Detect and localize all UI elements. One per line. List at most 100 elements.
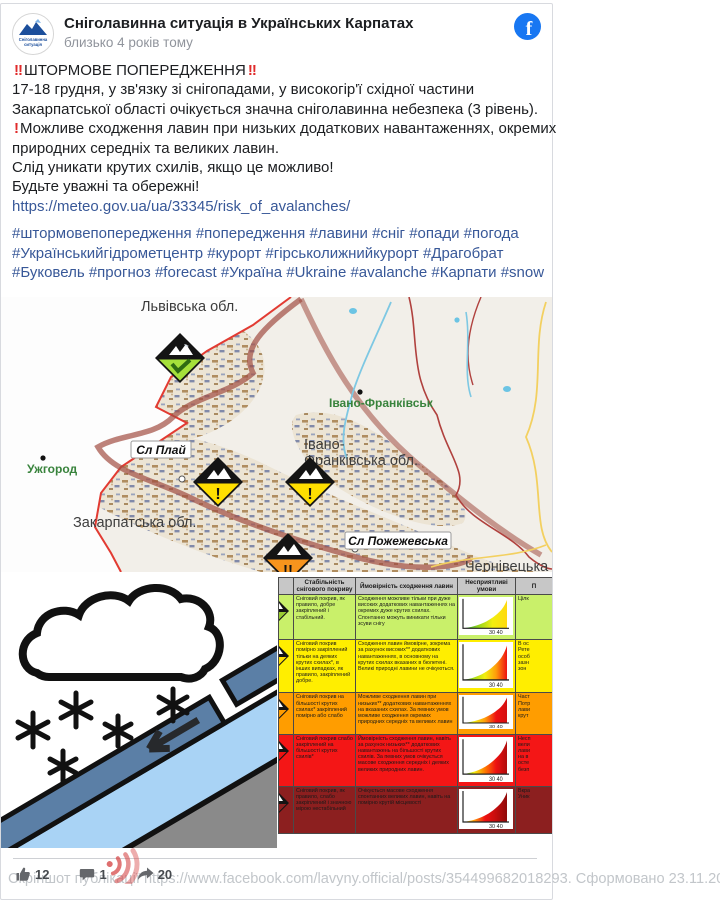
post-text: !! ШТОРМОВЕ ПОПЕРЕДЖЕННЯ!! 17-18 грудня, у… (12, 61, 556, 282)
map-lake-2 (454, 317, 460, 323)
map-label-ivano-frankivsk-city: Івано-Франківськ (329, 396, 434, 410)
share-count: 20 (157, 866, 173, 882)
hashtag-link[interactable]: #snow (500, 264, 545, 282)
comment-icon (80, 869, 95, 881)
hashtag-link[interactable]: #Українськийгідрометцентр (12, 244, 204, 262)
hashtag-link[interactable]: #штормовепопередження (12, 225, 192, 243)
map-label-lviv: Львівська обл. (141, 299, 238, 315)
slope-angle-chart: 30 40 (457, 639, 516, 694)
probability-cell: Очікується масове сходження спонтанних в… (355, 785, 458, 835)
avalanche-marker-moderate-icon: ! (193, 457, 243, 507)
post-text-line: !! ШТОРМОВЕ ПОПЕРЕДЖЕННЯ!! (12, 61, 547, 80)
share-stat[interactable]: 20 (137, 866, 172, 882)
avalanche-scale-table-image[interactable]: Стабільність снігового покриву Ймовірніс… (278, 577, 552, 848)
map-river (342, 301, 392, 460)
hashtag-link[interactable]: #Карпати (431, 264, 497, 282)
stability-cell: Сніговий покрив, як правило, добре закрі… (293, 593, 356, 641)
avatar[interactable]: Сніголавинна ситуація (12, 13, 54, 55)
avalanche-table-row: Сніговий покрив помірно закріплений тіль… (278, 639, 552, 694)
slope-angle-chart: 30 40 (457, 692, 516, 735)
slope-angle-chart: 30 40 (457, 785, 516, 835)
map-label-zakarpattia: Закарпатська обл. (73, 515, 196, 531)
hashtag-link[interactable]: #курорт (207, 244, 262, 262)
conditions-column-header: Несприятливі умови (457, 577, 516, 595)
snowfall-pictogram-image[interactable] (1, 577, 277, 848)
svg-text:ситуація: ситуація (24, 42, 42, 47)
danger-icon-column-header (278, 577, 294, 595)
comment-stat[interactable]: 1 (79, 866, 107, 882)
svg-text:30 40: 30 40 (489, 824, 503, 829)
hashtag-link[interactable]: #Буковель (12, 264, 85, 282)
hashtag-link[interactable]: #лавини (309, 225, 368, 243)
map-oblast-boundary-thick (94, 297, 473, 570)
stability-cell: Сніговий покрив на більшості крутих схил… (293, 692, 356, 735)
advice-cell-cut: Вкра Уник (515, 785, 552, 835)
probability-cell: Сходження можливе тільки при дуже високи… (355, 593, 458, 641)
advice-cell-cut: Част Потр лави крут (515, 692, 552, 735)
snowfall-slab-avalanche-icon (1, 577, 277, 848)
hashtag-link[interactable]: #Україна (220, 264, 283, 282)
like-count: 12 (35, 866, 50, 882)
like-stat[interactable]: 12 (15, 866, 49, 882)
slope-angle-chart: 30 40 (457, 733, 516, 787)
hashtag-link[interactable]: #опади (409, 225, 460, 243)
page-title[interactable]: Сніголавинна ситуація в Українських Карп… (64, 15, 414, 32)
avalanche-danger-table: Стабільність снігового покриву Ймовірніс… (278, 577, 552, 835)
table-header-row: Стабільність снігового покриву Ймовірніс… (278, 577, 552, 595)
cut-column-header: П (515, 577, 552, 595)
danger-level-icon (278, 733, 294, 787)
avalanche-marker-low-icon (155, 333, 205, 383)
post-text-line: Закарпатської області очікується значна … (12, 100, 547, 119)
comment-count: 1 (99, 866, 107, 882)
post-timestamp: близько 4 років тому (64, 35, 193, 50)
map-oblast-boundary-thick-2 (298, 297, 543, 558)
svg-text:!!: !! (283, 562, 293, 572)
facebook-logo-icon[interactable]: f (514, 13, 541, 40)
avalanche-marker-considerable-icon: !! (263, 533, 313, 572)
snow-cloud-icon (18, 583, 224, 683)
post-text-span: ШТОРМОВЕ ПОПЕРЕДЖЕННЯ (24, 62, 246, 79)
advice-cell-cut: В ос Рете особ зазн зон (515, 639, 552, 694)
reaction-bar: 12 1 20 (15, 866, 194, 882)
hashtag-link[interactable]: #forecast (154, 264, 217, 282)
hashtag-link[interactable]: #Ukraine (286, 264, 347, 282)
map-oblast-border-2 (467, 297, 482, 386)
danger-level-icon (278, 692, 294, 735)
hashtag-link[interactable]: #avalanche (350, 264, 428, 282)
post-text-line: природних середніх та великих лавин. (12, 139, 547, 158)
hashtag-link[interactable]: #гірськолижнийкурорт (265, 244, 419, 262)
post-link[interactable]: https://meteo.gov.ua/ua/33345/risk_of_av… (12, 197, 547, 216)
probability-cell: Ймовірність сходження лавин, навіть за р… (355, 733, 458, 787)
map-label-if-oblast-1: Івано- (304, 437, 345, 453)
map-station-dot-plai (178, 475, 186, 483)
post-text-span: Можливе сходження лавин при низьких дода… (20, 120, 557, 138)
post-text-line: Будьте уважні та обережні! (12, 177, 547, 196)
svg-text:Сл Пожежевська: Сл Пожежевська (348, 534, 448, 548)
map-river-2 (465, 311, 472, 398)
thumbs-up-icon (16, 867, 30, 881)
hashtag-line: #Буковель #прогноз #forecast #Україна #U… (12, 263, 547, 282)
hashtag-link[interactable]: #Драгобрат (422, 244, 504, 262)
danger-level-icon (278, 639, 294, 694)
svg-text:Сніголавинна: Сніголавинна (19, 37, 48, 42)
post-text-line: 17-18 грудня, у зв'язку зі снігопадами, … (12, 80, 547, 99)
post-text-span: 17-18 грудня, у зв'язку зі снігопадами, … (12, 81, 475, 99)
map-state-border (93, 297, 292, 572)
map-station-plai: Сл Плай (130, 440, 192, 459)
stability-cell: Сніговий покрив слабо закріплений на біл… (293, 733, 356, 787)
facebook-post-card: Сніголавинна ситуація Сніголавинна ситуа… (0, 3, 556, 900)
post-text-span: Закарпатської області очікується значна … (12, 100, 539, 118)
hashtag-link[interactable]: #погода (463, 225, 519, 243)
hashtag-link[interactable]: #попередження (195, 225, 306, 243)
advice-cell-cut: Цілк (515, 593, 552, 641)
probability-cell: Сходження лавин ймовірне, зокрема за рах… (355, 639, 458, 694)
avalanche-map-image[interactable]: Львівська обл. Івано-Франківськ Івано- Ф… (1, 297, 552, 572)
warning-exclamation-icon: !! (247, 62, 257, 79)
svg-text:30 40: 30 40 (489, 725, 503, 730)
avalanche-table-row: Сніговий покрив, як правило, добре закрі… (278, 593, 552, 641)
hashtag-link[interactable]: #прогноз (88, 264, 151, 282)
hashtag-link[interactable]: #сніг (372, 225, 406, 243)
probability-column-header: Ймовірність сходження лавин (355, 577, 458, 595)
slope-angle-chart: 30 40 (457, 593, 516, 641)
